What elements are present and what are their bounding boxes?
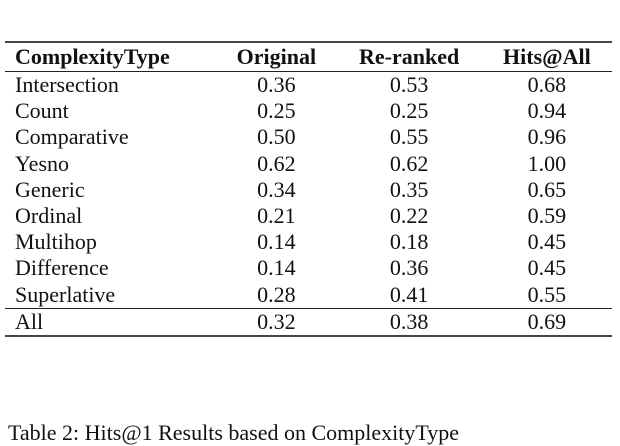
table-cell: 0.14	[257, 229, 296, 255]
row-label: Intersection	[15, 72, 119, 98]
table-cell: 0.45	[527, 229, 567, 255]
table-row: Difference 0.14 0.36 0.45	[5, 255, 612, 281]
table-cell: 0.22	[389, 203, 429, 229]
table-cell: 0.25	[389, 98, 429, 124]
table-cell: 0.21	[257, 203, 296, 229]
table-row: Yesno 0.62 0.62 1.00	[5, 151, 612, 177]
table-row: Superlative 0.28 0.41 0.55	[5, 282, 612, 309]
table-cell: 0.68	[527, 72, 567, 98]
table-cell: 0.62	[389, 150, 429, 176]
header-row: ComplexityType Original Re-ranked Hits@A…	[5, 42, 612, 72]
table-cell: 0.41	[389, 281, 429, 307]
table-cell: 1.00	[527, 150, 567, 176]
column-header: Hits@All	[503, 44, 591, 69]
table-row: Multihop 0.14 0.18 0.45	[5, 229, 612, 255]
table-cell: 0.28	[257, 281, 296, 307]
table-cell: 0.94	[527, 98, 567, 124]
table-cell: 0.62	[257, 150, 296, 176]
table-cell: 0.34	[257, 176, 296, 202]
table-row: Ordinal 0.21 0.22 0.59	[5, 203, 612, 229]
row-label: Generic	[15, 176, 85, 202]
table-row: Generic 0.34 0.35 0.65	[5, 177, 612, 203]
table-cell: 0.36	[389, 255, 429, 281]
table-row: Intersection 0.36 0.53 0.68	[5, 72, 612, 99]
table-row: Comparative 0.50 0.55 0.96	[5, 124, 612, 150]
table-cell: 0.55	[389, 124, 429, 150]
table-cell: 0.59	[527, 203, 567, 229]
table-cell: 0.50	[257, 124, 296, 150]
results-table: ComplexityType Original Re-ranked Hits@A…	[5, 41, 612, 337]
column-header: Original	[236, 44, 317, 69]
column-header: Re-ranked	[359, 44, 460, 69]
table-cell: 0.32	[257, 308, 296, 334]
table-cell: 0.18	[389, 229, 429, 255]
table-caption: Table 2: Hits@1 Results based on Complex…	[8, 420, 460, 445]
row-label: Comparative	[15, 124, 129, 150]
table-cell: 0.14	[257, 255, 296, 281]
table-cell: 0.65	[527, 176, 567, 202]
total-row: All 0.32 0.38 0.69	[5, 308, 612, 336]
table-cell: 0.38	[389, 308, 429, 334]
table-cell: 0.45	[527, 255, 567, 281]
table-cell: 0.36	[257, 72, 296, 98]
table-cell: 0.25	[257, 98, 296, 124]
column-header: ComplexityType	[15, 44, 170, 69]
row-label: Ordinal	[15, 203, 83, 229]
table-cell: 0.53	[389, 72, 429, 98]
row-label: Yesno	[15, 150, 70, 176]
table-cell: 0.35	[389, 176, 429, 202]
row-label: Multihop	[15, 229, 97, 255]
table-cell: 0.69	[527, 308, 567, 334]
table-cell: 0.96	[527, 124, 567, 150]
row-label: Difference	[15, 255, 109, 281]
table-cell: 0.55	[527, 281, 567, 307]
row-label: Count	[15, 98, 69, 124]
table-row: Count 0.25 0.25 0.94	[5, 98, 612, 124]
row-label: Superlative	[15, 281, 116, 307]
row-label: All	[15, 308, 44, 334]
